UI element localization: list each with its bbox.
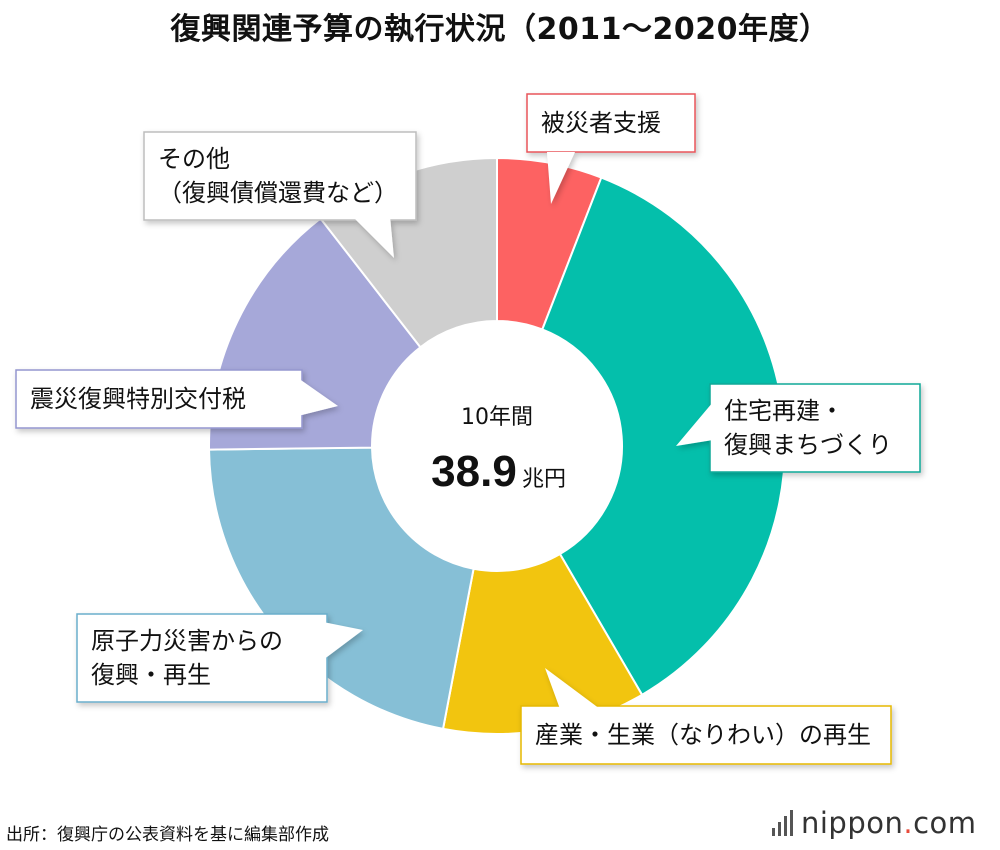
callout-label: 被災者支援: [541, 109, 661, 137]
callout-pointer: [298, 378, 338, 416]
callout-5: [15, 369, 338, 429]
callout-label: 震災復興特別交付税: [30, 385, 246, 413]
brand-logo: nippon. com: [772, 806, 977, 840]
callout-box: [143, 131, 417, 221]
callout-3: [520, 668, 892, 765]
callout-1: [526, 93, 696, 204]
brand-dot: .: [903, 806, 914, 840]
callout-pointer: [545, 668, 600, 709]
source-note: 出所：復興庁の公表資料を基に編集部作成: [6, 825, 329, 845]
brand-bars-icon: [772, 810, 793, 836]
callout-4: [76, 613, 363, 703]
callout-pointer: [676, 402, 713, 446]
callout-box: [520, 705, 892, 765]
callout-label: 原子力災害からの: [91, 627, 283, 655]
pie-slice-4: [208, 446, 475, 731]
center-total-value: 38.9: [431, 447, 517, 496]
center-label: 10年間 38.9 兆円: [431, 405, 566, 496]
brand-name: nippon: [801, 806, 904, 840]
callout-box: [526, 93, 696, 153]
callout-2: [676, 383, 921, 473]
callout-label: その他: [158, 145, 230, 173]
callout-box: [709, 383, 921, 473]
brand-tld: com: [913, 806, 977, 840]
callout-label: 復興まちづくり: [724, 431, 892, 459]
callout-pointer: [323, 622, 363, 660]
callout-label: 産業・生業（なりわい）の再生: [535, 721, 871, 749]
callout-label: 復興・再生: [91, 661, 211, 689]
callout-pointer: [547, 152, 575, 204]
callout-6: [143, 131, 417, 258]
chart-title: 復興関連予算の執行状況（2011〜2020年度）: [170, 12, 830, 47]
pie-slice-2: [540, 176, 786, 697]
center-total-unit: 兆円: [522, 467, 566, 492]
center-period-label: 10年間: [461, 405, 533, 430]
callout-box: [76, 613, 328, 703]
callout-label: （復興債償還費など）: [158, 179, 398, 207]
callout-box: [15, 369, 303, 429]
callout-pointer: [352, 216, 394, 258]
callout-label: 住宅再建・: [724, 397, 844, 425]
